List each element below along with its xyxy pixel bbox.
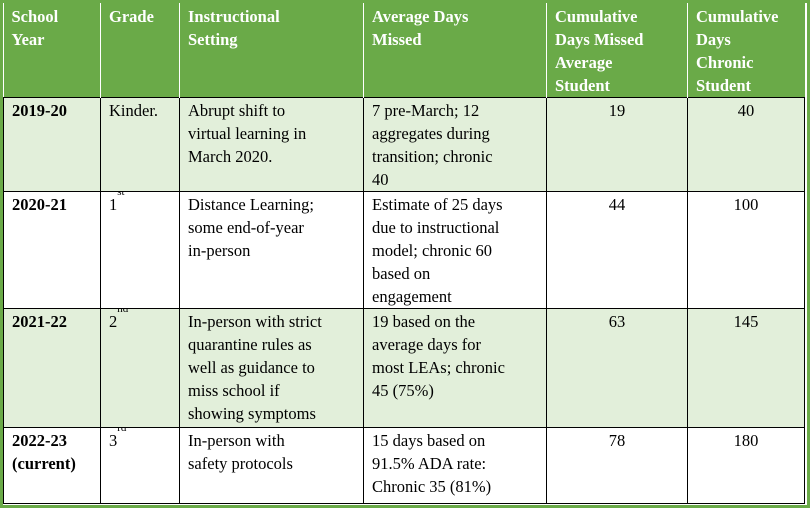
cell-cumulative-chronic: 100 — [687, 191, 805, 309]
header-cumulative-average: Cumulative Days Missed Average Student — [546, 3, 688, 98]
cell-school-year: 2021-22 — [3, 308, 101, 428]
header-instructional-setting: Instructional Setting — [179, 3, 364, 98]
cell-grade: 1st — [100, 191, 180, 309]
table-row: 2021-22 2nd In-person with strict quarant… — [3, 308, 805, 428]
table-row: 2020-21 1st Distance Learning; some end-o… — [3, 191, 805, 309]
cell-average-days-missed: 7 pre-March; 12 aggregates during transiti… — [363, 97, 547, 192]
cell-cumulative-average: 44 — [546, 191, 688, 309]
table-row: 2019-20 Kinder. Abrupt shift to virtual l… — [3, 97, 805, 192]
cell-school-year: 2020-21 — [3, 191, 101, 309]
table-row: 2022-23 (current) 3rd In-person with safet… — [3, 427, 805, 504]
header-grade: Grade — [100, 3, 180, 98]
header-cumulative-chronic: Cumulative Days Chronic Student — [687, 3, 805, 98]
absence-table: School Year Grade Instructional Setting Av… — [3, 3, 805, 504]
cell-school-year: 2022-23 (current) — [3, 427, 101, 504]
cell-cumulative-chronic: 40 — [687, 97, 805, 192]
cell-average-days-missed: Estimate of 25 days due to instructional m… — [363, 191, 547, 309]
cell-grade: 2nd — [100, 308, 180, 428]
cell-instructional-setting: Abrupt shift to virtual learning in March … — [179, 97, 364, 192]
header-average-days-missed: Average Days Missed — [363, 3, 547, 98]
cell-cumulative-chronic: 180 — [687, 427, 805, 504]
header-school-year: School Year — [3, 3, 101, 98]
cell-instructional-setting: In-person with safety protocols — [179, 427, 364, 504]
cell-average-days-missed: 15 days based on 91.5% ADA rate: Chronic 3… — [363, 427, 547, 504]
cell-instructional-setting: Distance Learning; some end-of-year in-per… — [179, 191, 364, 309]
cell-cumulative-average: 78 — [546, 427, 688, 504]
cell-grade: Kinder. — [100, 97, 180, 192]
cell-average-days-missed: 19 based on the average days for most LEAs… — [363, 308, 547, 428]
cell-cumulative-average: 63 — [546, 308, 688, 428]
cell-cumulative-chronic: 145 — [687, 308, 805, 428]
cell-cumulative-average: 19 — [546, 97, 688, 192]
header-row: School Year Grade Instructional Setting Av… — [3, 3, 805, 98]
cell-grade: 3rd — [100, 427, 180, 504]
cell-school-year: 2019-20 — [3, 97, 101, 192]
cell-instructional-setting: In-person with strict quarantine rules as… — [179, 308, 364, 428]
